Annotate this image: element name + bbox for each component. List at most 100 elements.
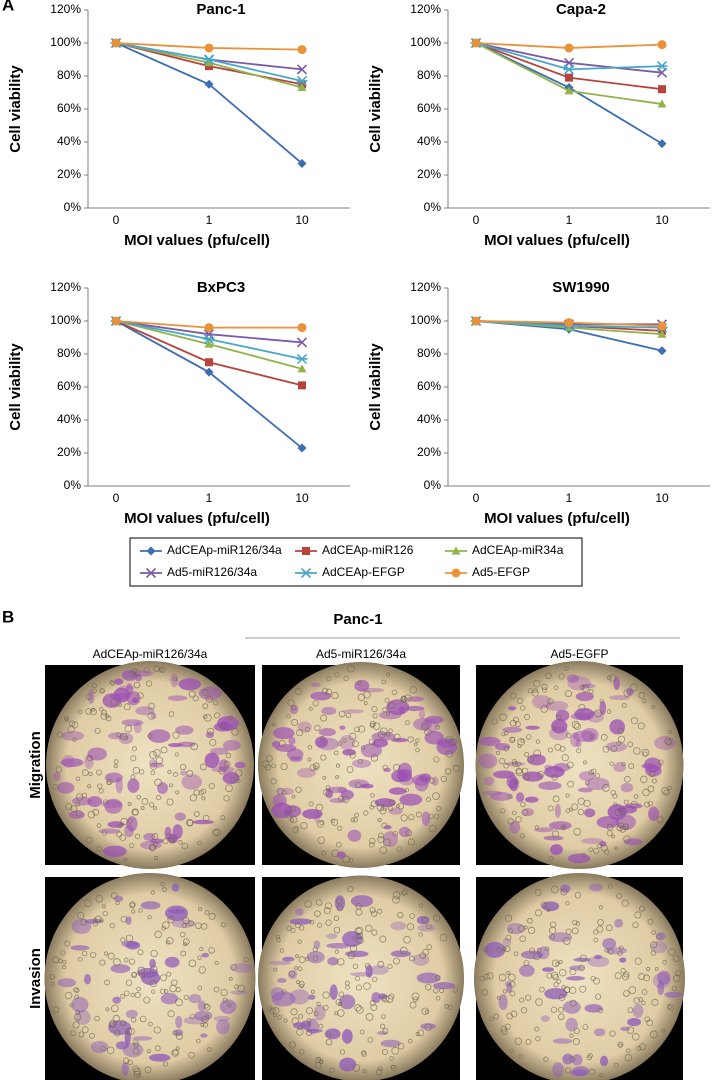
pore [190,742,198,751]
cell-stain [545,700,569,711]
pore [377,832,384,839]
cell-stain [390,950,412,958]
pore [371,929,378,936]
pore [509,990,516,997]
marker [657,329,667,338]
pore [139,972,146,979]
pore [133,1041,140,1048]
pore [647,800,654,807]
cell-stain [132,1036,153,1041]
marker [296,75,308,87]
pore [204,910,210,916]
cell-stain [548,932,573,943]
pore [163,989,169,994]
cell-stain [318,728,336,737]
pore [355,1006,364,1014]
pore [619,807,627,816]
pore [415,738,420,743]
pore [569,968,577,976]
pore [99,687,105,694]
x-tick-label: 0 [473,491,480,505]
y-tick-label: 40% [57,134,81,148]
pore [377,836,385,844]
cell-stain [414,775,429,792]
x-tick-label: 10 [295,491,309,505]
pore [109,922,116,929]
pore [565,928,572,935]
pore [399,946,408,955]
cell-stain [126,690,141,706]
pore [507,818,515,825]
pore [127,1027,135,1036]
pore [543,1056,549,1062]
pore [175,1046,180,1051]
pore [350,817,356,823]
pore [137,949,144,956]
pore [633,997,640,1004]
pore [76,911,85,919]
pore [515,761,521,767]
pore [99,706,104,712]
pore [597,919,604,926]
pore [663,789,670,796]
pore [110,1004,119,1013]
cell-stain [107,821,125,828]
pore [96,823,102,829]
pore [382,764,388,771]
pore [623,799,629,805]
pore [62,965,67,970]
marker [658,85,666,94]
pore [651,778,657,784]
pore [276,938,281,943]
cell-stain [200,1033,208,1038]
pore [363,690,371,699]
pore [119,834,127,841]
pore [575,921,580,926]
pore [84,899,92,907]
pore [606,823,614,831]
pore [354,1004,362,1012]
pore [517,744,522,748]
cell-stain [600,1055,609,1067]
pore [298,981,305,988]
cell-stain [531,695,552,709]
y-tick-label: 20% [417,445,441,459]
pore [188,1051,196,1059]
pore [370,793,375,798]
pore [409,686,417,694]
pore [356,936,364,945]
pore [505,934,512,941]
cell-stain [326,933,338,940]
pore [642,788,650,797]
pore [634,911,642,919]
pore [85,836,93,844]
pore [168,837,175,844]
pore [130,774,136,780]
legend-label: Ad5-miR126/34a [167,565,257,579]
cell-stain [175,725,194,735]
pore [343,675,349,682]
pore [518,1053,523,1059]
pore [351,740,359,748]
pore [529,947,535,954]
pore [566,732,572,739]
pore [81,769,89,777]
pore [91,707,96,712]
cell-stain [554,803,561,818]
pore [144,1066,152,1074]
pore [147,712,155,720]
pore [618,1043,623,1048]
pore [289,817,295,823]
pore [112,1014,121,1023]
pore [64,991,73,1000]
pore [284,811,292,819]
pore [516,697,524,705]
pore [415,811,422,818]
cell-stain [84,973,92,985]
pore [131,909,136,914]
pore [307,757,312,762]
pore [333,750,339,756]
pore [208,947,215,954]
cell-stain [160,992,179,1005]
pore [208,912,216,920]
